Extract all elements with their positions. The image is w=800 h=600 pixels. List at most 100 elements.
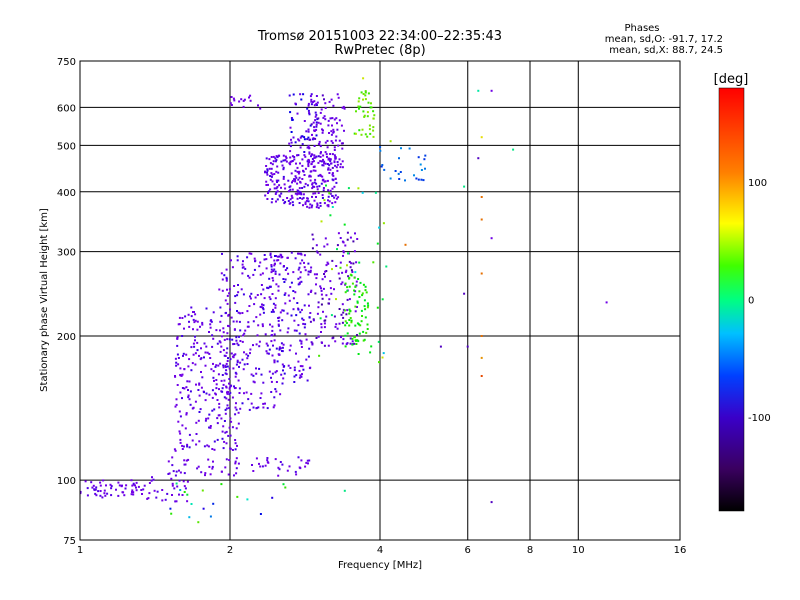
data-point: [247, 354, 250, 357]
data-point: [237, 462, 240, 465]
data-point: [257, 406, 260, 409]
data-point: [327, 167, 330, 170]
data-point: [310, 289, 313, 292]
data-point: [480, 272, 483, 275]
data-point: [198, 394, 201, 397]
data-point: [173, 448, 176, 451]
data-point: [245, 353, 248, 356]
data-point: [278, 468, 281, 471]
data-point: [177, 420, 180, 423]
data-point: [297, 252, 299, 255]
data-point: [213, 379, 215, 382]
data-point: [227, 313, 230, 316]
data-point: [480, 196, 483, 198]
data-point: [226, 360, 229, 362]
data-point: [357, 105, 360, 108]
data-point: [353, 293, 356, 296]
data-point: [239, 407, 242, 410]
data-point: [264, 333, 267, 336]
colorbar-label: [deg]: [714, 72, 749, 87]
data-point: [307, 102, 310, 105]
data-point: [181, 424, 184, 427]
data-point: [175, 500, 178, 503]
data-point: [294, 180, 297, 183]
data-point: [175, 398, 178, 401]
data-point: [318, 354, 321, 357]
data-point: [306, 160, 309, 163]
data-point: [344, 320, 347, 323]
data-point: [233, 474, 235, 477]
data-point: [259, 397, 262, 399]
data-point: [303, 261, 305, 264]
data-point: [304, 465, 307, 468]
data-point: [232, 367, 235, 370]
data-point: [317, 161, 320, 164]
data-point: [282, 166, 285, 169]
data-point: [245, 391, 248, 394]
data-point: [260, 392, 263, 395]
data-point: [242, 99, 245, 102]
data-point: [236, 259, 239, 262]
data-point: [370, 102, 372, 105]
data-point: [307, 128, 310, 131]
data-point: [313, 145, 316, 147]
data-point: [207, 445, 210, 448]
data-point: [317, 192, 320, 194]
data-point: [305, 199, 308, 202]
data-point: [349, 266, 352, 269]
data-point: [334, 139, 337, 142]
data-point: [317, 206, 320, 209]
data-point: [234, 387, 237, 389]
data-point: [233, 285, 236, 287]
data-point: [297, 277, 300, 280]
data-point: [298, 202, 301, 204]
data-point: [220, 345, 223, 348]
data-point: [131, 484, 134, 487]
data-point: [259, 261, 262, 264]
data-point: [377, 340, 380, 343]
data-point: [272, 344, 274, 347]
data-point: [269, 298, 272, 301]
data-point: [364, 133, 367, 136]
data-point: [408, 147, 411, 150]
data-point: [211, 389, 214, 392]
data-point: [267, 287, 270, 290]
data-point: [299, 262, 302, 265]
data-point: [270, 256, 273, 259]
data-point: [331, 178, 334, 181]
data-point: [351, 340, 354, 343]
data-point: [329, 153, 332, 155]
data-point: [307, 104, 310, 107]
data-point: [311, 160, 314, 163]
data-point: [336, 122, 338, 125]
data-point: [306, 379, 309, 382]
data-point: [274, 157, 277, 160]
data-point: [196, 349, 199, 352]
data-point: [230, 96, 233, 98]
data-point: [275, 179, 278, 182]
data-point: [135, 489, 138, 492]
data-point: [323, 160, 326, 163]
data-point: [297, 190, 300, 193]
data-point: [213, 448, 216, 451]
data-point: [311, 195, 313, 198]
data-point: [253, 268, 256, 271]
data-point: [265, 184, 268, 186]
data-point: [204, 399, 207, 402]
data-point: [284, 486, 287, 489]
data-point: [234, 295, 237, 298]
data-point: [336, 169, 339, 172]
data-point: [253, 303, 256, 306]
data-point: [303, 154, 306, 157]
data-point: [186, 480, 189, 483]
data-point: [224, 408, 227, 411]
data-point: [319, 155, 322, 158]
data-point: [262, 308, 265, 311]
data-point: [167, 473, 170, 475]
data-point: [272, 270, 275, 272]
data-point: [220, 379, 223, 382]
data-point: [362, 110, 365, 113]
data-point: [211, 448, 214, 450]
colorbar-tick-label: 100: [748, 178, 767, 189]
data-point: [317, 155, 320, 158]
